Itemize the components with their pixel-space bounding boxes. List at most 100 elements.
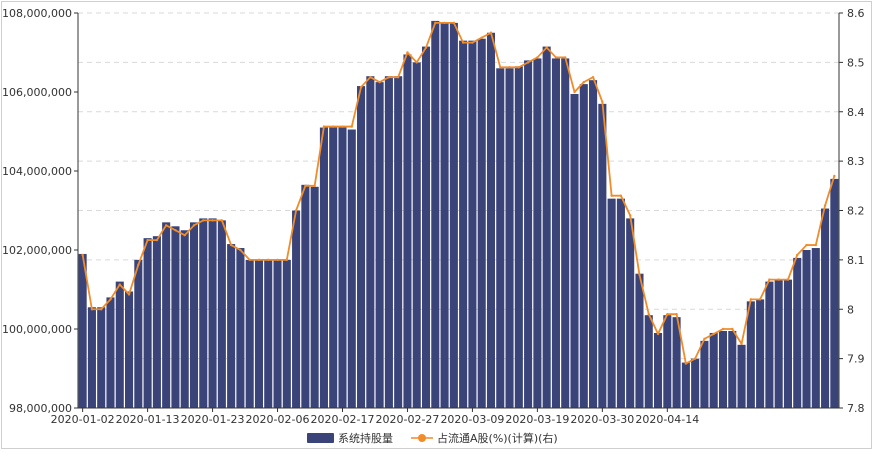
bar[interactable] [459, 40, 468, 409]
line-point[interactable] [461, 41, 465, 44]
line-point[interactable] [545, 46, 548, 49]
bar[interactable] [672, 317, 681, 408]
line-point[interactable] [406, 51, 409, 54]
bar[interactable] [533, 58, 542, 409]
line-point[interactable] [164, 224, 168, 227]
line-point[interactable] [322, 125, 326, 128]
line-point[interactable] [146, 238, 149, 242]
line-point[interactable] [415, 61, 418, 64]
bar[interactable] [486, 32, 496, 408]
bar[interactable] [579, 84, 588, 408]
line-point[interactable] [805, 243, 808, 247]
line-point[interactable] [267, 258, 270, 262]
bar[interactable] [421, 46, 431, 408]
line-point[interactable] [526, 61, 530, 64]
line-point[interactable] [90, 308, 94, 311]
bar[interactable] [524, 60, 533, 409]
line-point[interactable] [211, 219, 214, 222]
bar[interactable] [663, 315, 672, 408]
line-point[interactable] [276, 258, 279, 262]
bar[interactable] [236, 248, 245, 408]
line-point[interactable] [341, 125, 344, 128]
line-point[interactable] [749, 298, 753, 301]
bar[interactable] [384, 76, 393, 408]
bar[interactable] [329, 127, 338, 409]
bar[interactable] [570, 93, 579, 408]
bar[interactable] [700, 340, 709, 408]
bar[interactable] [709, 332, 718, 408]
line-point[interactable] [183, 233, 186, 237]
line-point[interactable] [118, 283, 121, 286]
line-point[interactable] [248, 258, 251, 262]
bar[interactable] [106, 297, 115, 408]
bar[interactable] [357, 86, 366, 408]
bar[interactable] [496, 68, 505, 409]
line-point[interactable] [294, 209, 298, 212]
bar[interactable] [152, 236, 161, 408]
bar[interactable] [245, 259, 254, 408]
bar[interactable] [811, 248, 820, 408]
line-point[interactable] [675, 312, 678, 316]
bar[interactable] [375, 82, 384, 408]
line-point[interactable] [582, 80, 585, 84]
bar[interactable] [477, 38, 486, 409]
bar[interactable] [273, 259, 282, 408]
line-point[interactable] [81, 253, 84, 257]
bar[interactable] [644, 315, 653, 408]
bar[interactable] [551, 58, 560, 409]
line-point[interactable] [471, 41, 474, 44]
line-point[interactable] [452, 21, 456, 25]
line-point[interactable] [573, 90, 576, 94]
line-point[interactable] [378, 80, 381, 84]
bar[interactable] [737, 344, 746, 408]
bar[interactable] [468, 40, 477, 409]
line-point[interactable] [192, 224, 196, 227]
line-point[interactable] [610, 194, 613, 197]
bar[interactable] [830, 178, 839, 408]
line-point[interactable] [768, 278, 771, 281]
line-point[interactable] [332, 125, 335, 128]
bar[interactable] [301, 184, 310, 408]
line-point[interactable] [591, 75, 595, 79]
line-point[interactable] [814, 243, 817, 247]
line-point[interactable] [434, 21, 437, 25]
bar[interactable] [793, 257, 802, 408]
line-point[interactable] [684, 362, 688, 365]
bar[interactable] [718, 330, 728, 408]
bar[interactable] [125, 291, 134, 408]
bar[interactable] [403, 54, 412, 408]
bar[interactable] [431, 20, 440, 409]
line-point[interactable] [564, 56, 567, 59]
line-point[interactable] [628, 214, 632, 217]
line-point[interactable] [823, 204, 827, 207]
line-point[interactable] [638, 273, 641, 276]
line-point[interactable] [731, 327, 734, 331]
line-point[interactable] [369, 75, 372, 79]
line-point[interactable] [833, 174, 836, 178]
bar[interactable] [505, 68, 514, 409]
bar[interactable] [227, 244, 236, 408]
bar[interactable] [598, 103, 607, 408]
bar[interactable] [691, 358, 700, 408]
line-point[interactable] [721, 327, 725, 331]
line-point[interactable] [647, 312, 650, 316]
bar[interactable] [208, 218, 217, 408]
line-point[interactable] [229, 243, 233, 247]
bar[interactable] [542, 46, 551, 408]
bar[interactable] [180, 230, 189, 408]
line-point[interactable] [239, 248, 242, 252]
line-point[interactable] [313, 184, 316, 188]
line-point[interactable] [220, 219, 224, 222]
bar[interactable] [78, 253, 87, 408]
bar[interactable] [756, 299, 765, 408]
bar[interactable] [264, 259, 273, 408]
line-point[interactable] [758, 298, 762, 301]
bar[interactable] [774, 279, 783, 408]
bar[interactable] [821, 208, 830, 408]
line-point[interactable] [396, 75, 400, 79]
line-point[interactable] [693, 357, 697, 360]
line-point[interactable] [285, 258, 289, 262]
bar[interactable] [514, 66, 523, 408]
line-point[interactable] [350, 125, 353, 128]
line-point[interactable] [703, 337, 706, 341]
